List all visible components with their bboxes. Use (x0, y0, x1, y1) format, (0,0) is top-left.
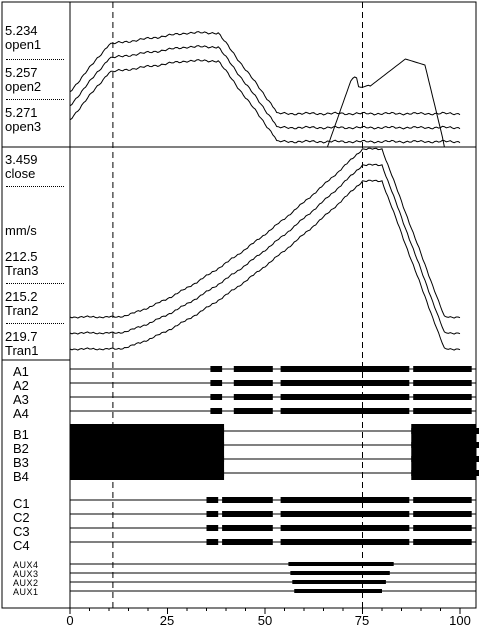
channel-c1-active-bar (280, 497, 410, 503)
channel-label-b2: B2 (13, 441, 29, 456)
channel-label-a1: A1 (13, 364, 29, 379)
tran-trace-3 (69, 179, 461, 351)
open1-value: 5.234 (5, 23, 38, 38)
channel-a1-active-bar (280, 366, 410, 372)
channel-aux-active-bar (288, 562, 394, 566)
channel-label-c1: C1 (13, 496, 30, 511)
channel-c3-active-bar (222, 525, 273, 531)
label-separator (6, 99, 64, 100)
chart-border (1, 1, 477, 609)
channel-a2-active-bar (413, 380, 472, 386)
open-trace-3 (69, 59, 461, 144)
channel-a3-active-bar (233, 394, 273, 400)
channel-label-b3: B3 (13, 455, 29, 470)
close-value: 3.459 (5, 152, 38, 167)
velocity-unit: mm/s (5, 223, 37, 238)
channel-c2-active-bar (413, 511, 472, 517)
x-tick-label: 100 (449, 613, 471, 628)
channel-c2-active-bar (206, 511, 219, 517)
label-separator (6, 283, 64, 284)
channel-aux-active-bar (294, 589, 382, 593)
channel-label-a2: A2 (13, 378, 29, 393)
label-separator (6, 323, 64, 324)
channel-label-aux3: AUX3 (13, 569, 39, 579)
x-tick-label: 0 (66, 613, 74, 628)
tran1-label: Tran1 (5, 343, 39, 358)
channel-a3-active-bar (280, 394, 410, 400)
channel-a3-active-bar (210, 394, 223, 400)
channel-b-fill (70, 452, 225, 466)
close-label: close (5, 166, 36, 181)
channel-c1-active-bar (222, 497, 273, 503)
tran3-value: 212.5 (5, 249, 38, 264)
tran2-value: 215.2 (5, 289, 38, 304)
open2-label: open2 (5, 79, 42, 94)
open-trace-2 (69, 45, 461, 130)
channel-a2-active-bar (233, 380, 273, 386)
channel-c4-active-bar (222, 539, 273, 545)
channel-a4-active-bar (413, 408, 472, 414)
channel-a2-active-bar (280, 380, 410, 386)
channel-c4-active-bar (206, 539, 219, 545)
channel-a1-active-bar (233, 366, 273, 372)
channel-c4-active-bar (280, 539, 410, 545)
tran1-value: 219.7 (5, 329, 38, 344)
channel-a4-active-bar (210, 408, 223, 414)
channel-label-aux1: AUX1 (13, 587, 39, 597)
open1-label: open1 (5, 37, 42, 52)
tran-trace-1 (69, 147, 461, 319)
channel-a3-active-bar (413, 394, 472, 400)
channel-b-fill (70, 438, 225, 452)
channel-c2-active-bar (280, 511, 410, 517)
open2-value: 5.257 (5, 65, 38, 80)
x-tick-label: 25 (159, 613, 175, 628)
channel-b-fill (411, 438, 476, 452)
channel-label-aux2: AUX2 (13, 578, 39, 588)
channel-a1-active-bar (413, 366, 472, 372)
channel-b-fill (411, 452, 476, 466)
channel-b-fill (411, 424, 476, 438)
open-trace-1 (69, 31, 461, 116)
channel-c1-active-bar (206, 497, 219, 503)
label-separator (6, 186, 64, 187)
channel-a2-active-bar (210, 380, 223, 386)
channel-c4-active-bar (413, 539, 472, 545)
x-tick-label: 75 (354, 613, 370, 628)
channel-b-fill (70, 424, 225, 438)
channel-aux-active-bar (292, 580, 386, 584)
channel-label-b1: B1 (13, 427, 29, 442)
close-trace (70, 58, 460, 148)
channel-label-aux4: AUX4 (13, 560, 39, 570)
channel-label-c4: C4 (13, 538, 30, 553)
tran2-label: Tran2 (5, 303, 39, 318)
channel-a4-active-bar (280, 408, 410, 414)
channel-a4-active-bar (233, 408, 273, 414)
channel-label-a4: A4 (13, 406, 29, 421)
tran-trace-2 (69, 163, 461, 335)
open3-label: open3 (5, 119, 42, 134)
channel-c1-active-bar (413, 497, 472, 503)
label-separator (6, 59, 64, 60)
channel-a1-active-bar (210, 366, 223, 372)
channel-c3-active-bar (413, 525, 472, 531)
open3-value: 5.271 (5, 105, 38, 120)
channel-label-b4: B4 (13, 469, 29, 484)
channel-b-fill (70, 466, 225, 480)
channel-aux-active-bar (290, 571, 390, 575)
channel-label-c2: C2 (13, 510, 30, 525)
channel-label-c3: C3 (13, 524, 30, 539)
tran3-label: Tran3 (5, 263, 39, 278)
channel-b-fill (411, 466, 476, 480)
x-tick-label: 50 (257, 613, 273, 628)
channel-c3-active-bar (206, 525, 219, 531)
channel-label-a3: A3 (13, 392, 29, 407)
channel-c3-active-bar (280, 525, 410, 531)
channel-c2-active-bar (222, 511, 273, 517)
